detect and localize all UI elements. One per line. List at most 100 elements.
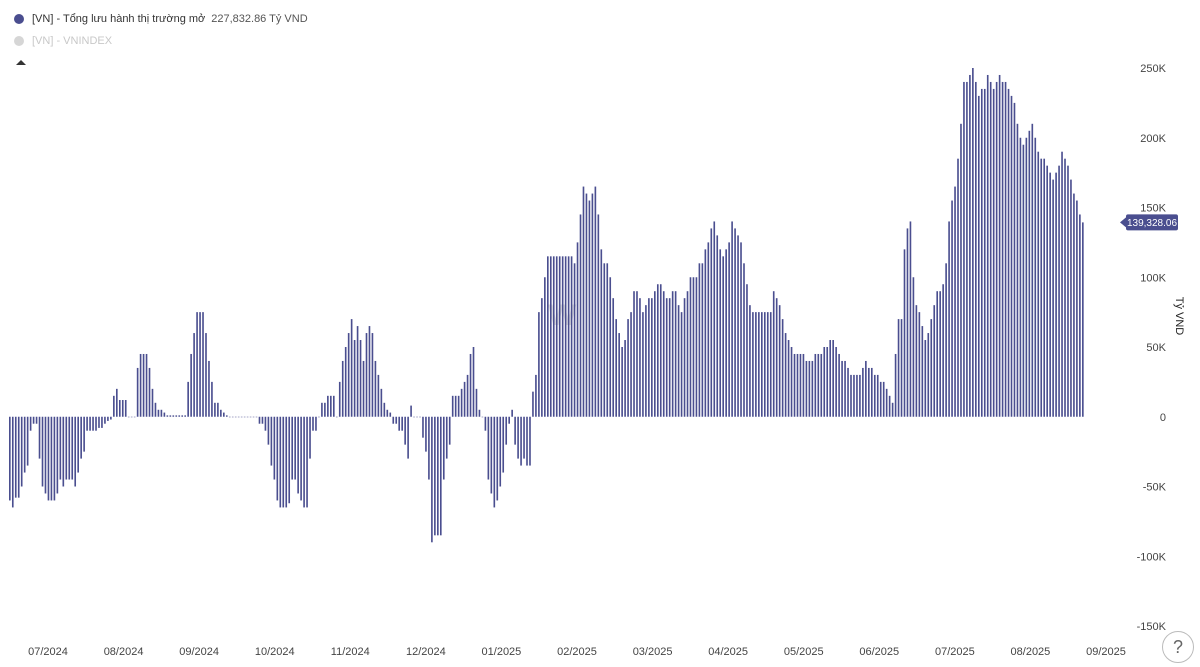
bar	[252, 416, 255, 418]
bar	[570, 256, 573, 417]
bar	[977, 95, 980, 417]
bar	[208, 360, 210, 417]
bar	[1001, 81, 1004, 417]
bar	[493, 416, 496, 508]
bar	[1016, 123, 1019, 417]
bar	[184, 415, 186, 417]
bar	[689, 277, 692, 417]
bar	[799, 353, 802, 417]
bar	[859, 374, 861, 417]
bar	[428, 416, 430, 480]
bar	[187, 381, 189, 417]
x-tick-label: 07/2024	[28, 646, 68, 658]
bar	[1070, 179, 1072, 417]
bar	[234, 416, 237, 418]
bar	[169, 415, 172, 417]
x-tick-label: 11/2024	[331, 646, 370, 658]
bar	[231, 416, 234, 418]
bar	[573, 263, 576, 417]
help-button[interactable]: ?	[1162, 631, 1194, 663]
bar	[1028, 130, 1031, 417]
bar	[297, 416, 299, 494]
bar	[862, 367, 864, 417]
bar	[118, 400, 121, 417]
bar	[627, 319, 629, 417]
bar	[217, 402, 219, 417]
bar	[347, 333, 350, 417]
bar	[728, 242, 730, 417]
bar	[725, 249, 727, 417]
bar	[755, 312, 757, 417]
bar	[805, 360, 808, 417]
bar	[695, 277, 698, 417]
bar	[761, 312, 763, 417]
bar	[148, 367, 151, 417]
legend-series-name: [VN] - VNINDEX	[32, 35, 113, 47]
bar	[567, 256, 570, 417]
bar	[273, 416, 276, 480]
bar	[820, 353, 823, 417]
bar	[258, 416, 261, 424]
bar	[315, 416, 317, 431]
bar	[1067, 165, 1069, 417]
bar	[520, 416, 522, 466]
legend: [VN] - Tổng lưu hành thị trường mở 227,8…	[14, 8, 308, 52]
bar	[32, 416, 35, 424]
collapse-legend-icon[interactable]	[16, 60, 26, 65]
bar	[1055, 172, 1057, 417]
bar	[255, 416, 258, 418]
bar	[35, 416, 38, 424]
bar	[796, 353, 799, 417]
bar	[505, 416, 508, 445]
bar	[282, 416, 285, 508]
bar	[989, 81, 992, 417]
bar	[671, 291, 674, 417]
bar	[701, 263, 704, 417]
bar	[469, 353, 472, 417]
bar	[77, 416, 79, 473]
bar	[26, 416, 29, 466]
bar	[636, 291, 638, 417]
bar	[680, 312, 683, 417]
bar	[220, 409, 222, 417]
x-tick-label: 04/2025	[708, 646, 748, 658]
bar	[160, 409, 163, 417]
bar	[472, 347, 475, 417]
bar	[897, 319, 900, 417]
bar	[395, 416, 398, 424]
bar	[1040, 158, 1043, 417]
bar	[906, 228, 909, 417]
bar	[844, 360, 846, 417]
bar	[398, 416, 401, 431]
bar	[223, 412, 225, 417]
x-tick-label: 09/2025	[1086, 646, 1126, 658]
bar	[1076, 200, 1078, 417]
bar	[591, 193, 594, 417]
bar	[228, 416, 231, 418]
bar	[276, 416, 279, 501]
bar	[163, 412, 166, 417]
bar	[960, 123, 962, 417]
bar	[365, 333, 368, 417]
bar	[915, 305, 918, 417]
legend-item-open-market[interactable]: [VN] - Tổng lưu hành thị trường mở 227,8…	[14, 8, 308, 30]
bar	[508, 416, 510, 424]
bar	[407, 416, 409, 459]
bar	[835, 347, 837, 417]
bar	[1004, 81, 1007, 417]
bar	[698, 263, 701, 417]
bar	[808, 360, 811, 417]
bar	[752, 312, 754, 417]
bar	[656, 284, 659, 417]
bar	[769, 312, 772, 417]
bar	[359, 340, 362, 417]
bar	[460, 388, 463, 417]
y-tick-label: 0	[1160, 412, 1166, 424]
bar	[633, 291, 635, 417]
bar	[38, 416, 41, 459]
bar	[341, 360, 344, 417]
bar	[758, 312, 760, 417]
legend-item-vnindex[interactable]: [VN] - VNINDEX	[14, 30, 308, 52]
bar	[603, 263, 606, 417]
bar	[487, 416, 490, 480]
